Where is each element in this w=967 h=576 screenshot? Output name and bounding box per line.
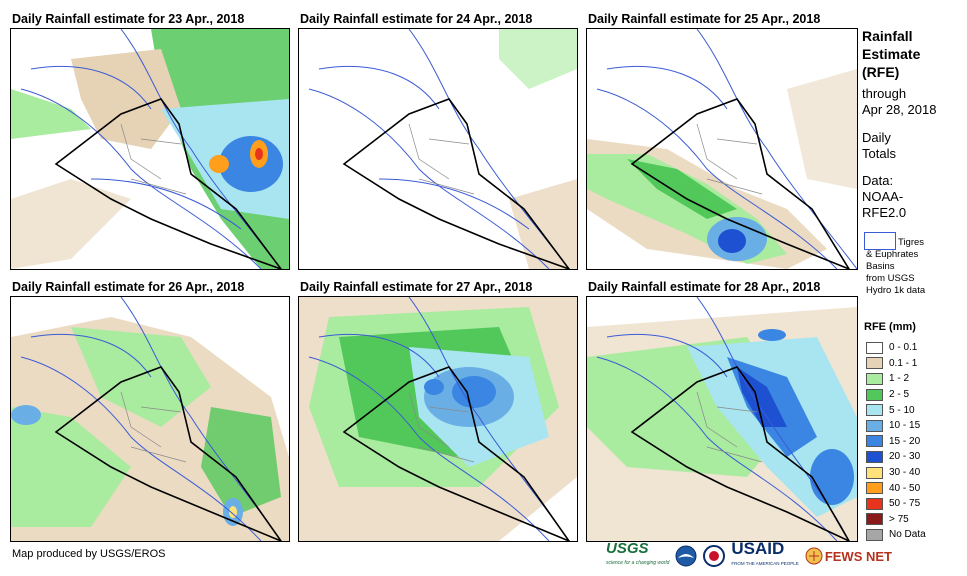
legend-item: 50 - 75 <box>866 496 926 512</box>
rainfall-map-23-apr <box>10 28 290 270</box>
legend-swatch <box>866 450 883 463</box>
rainfall-legend: 0 - 0.1 0.1 - 1 1 - 2 2 - 5 5 - 10 10 - … <box>866 340 926 543</box>
legend-title: RFE (mm) <box>864 321 916 333</box>
basin-swatch <box>864 232 896 250</box>
map-24-apr-svg <box>308 29 577 269</box>
legend-swatch <box>866 435 883 448</box>
basin-line5: Hydro 1k data <box>866 285 926 296</box>
legend-item: 10 - 15 <box>866 418 926 434</box>
sidebar-daily: Daily <box>862 130 891 145</box>
map-27-apr-svg <box>299 297 577 541</box>
usgs-logo: USGS science for a changing world <box>606 540 670 570</box>
legend-swatch <box>866 419 883 432</box>
legend-item: > 75 <box>866 512 926 528</box>
sidebar-title-line3: (RFE) <box>862 64 900 80</box>
legend-item: 1 - 2 <box>866 371 926 387</box>
legend-item: 0.1 - 1 <box>866 356 926 372</box>
basin-line3: Basins <box>866 261 895 272</box>
rainfall-map-26-apr <box>10 296 290 542</box>
usaid-seal-icon <box>703 545 726 567</box>
legend-item: 15 - 20 <box>866 434 926 450</box>
map-28-apr-svg <box>587 297 857 541</box>
panel-title-28-apr: Daily Rainfall estimate for 28 Apr., 201… <box>588 280 821 294</box>
legend-item: 0 - 0.1 <box>866 340 926 356</box>
sidebar-title-line1: Rainfall <box>862 28 913 44</box>
map-25-apr-svg <box>587 29 857 269</box>
fews-net-text: FEWS NET <box>824 548 892 564</box>
usgs-logo-text: USGS <box>606 540 649 557</box>
sidebar-data-source2: RFE2.0 <box>862 205 907 220</box>
legend-swatch <box>866 341 883 354</box>
legend-item: 5 - 10 <box>866 402 926 418</box>
legend-swatch <box>866 482 883 495</box>
map-26-apr-svg <box>11 297 289 541</box>
legend-item: 2 - 5 <box>866 387 926 403</box>
sidebar-through: through <box>862 86 907 101</box>
panel-title-23-apr: Daily Rainfall estimate for 23 Apr., 201… <box>12 12 245 26</box>
legend-label: 0.1 - 1 <box>889 357 918 369</box>
legend-item: No Data <box>866 527 926 543</box>
sidebar-data-source1: NOAA- <box>862 189 904 204</box>
rainfall-map-24-apr <box>298 28 578 270</box>
legend-swatch <box>866 497 883 510</box>
legend-item: 20 - 30 <box>866 449 926 465</box>
legend-item: 40 - 50 <box>866 480 926 496</box>
legend-label: 2 - 5 <box>889 389 910 401</box>
fews-net-logo: FEWS NET <box>805 547 892 565</box>
legend-label: 0 - 0.1 <box>889 342 918 354</box>
basin-line4: from USGS <box>866 273 915 284</box>
legend-label: 40 - 50 <box>889 482 921 494</box>
legend-swatch <box>866 357 883 370</box>
fews-net-icon <box>805 547 823 565</box>
legend-label: 30 - 40 <box>889 467 921 479</box>
legend-swatch <box>866 388 883 401</box>
usaid-logo-tagline: FROM THE AMERICAN PEOPLE <box>731 561 799 566</box>
panel-title-24-apr: Daily Rainfall estimate for 24 Apr., 201… <box>300 12 533 26</box>
logo-strip: USGS science for a changing world USAID … <box>606 539 892 571</box>
basin-line1: Tigres <box>898 237 925 248</box>
legend-label: 15 - 20 <box>889 435 921 447</box>
legend-swatch <box>866 528 883 541</box>
rainfall-map-28-apr <box>586 296 858 542</box>
legend-swatch <box>866 372 883 385</box>
panel-title-26-apr: Daily Rainfall estimate for 26 Apr., 201… <box>12 280 245 294</box>
legend-label: 50 - 75 <box>889 498 921 510</box>
sidebar-date: Apr 28, 2018 <box>862 102 937 117</box>
panel-title-25-apr: Daily Rainfall estimate for 25 Apr., 201… <box>588 12 821 26</box>
map-credit: Map produced by USGS/EROS <box>12 548 166 560</box>
legend-swatch <box>866 466 883 479</box>
sidebar-totals: Totals <box>862 146 896 161</box>
sidebar-title: Rainfall Estimate (RFE) <box>862 27 920 81</box>
panel-title-27-apr: Daily Rainfall estimate for 27 Apr., 201… <box>300 280 533 294</box>
rainfall-map-25-apr <box>586 28 858 270</box>
usaid-logo-text: USAID <box>731 539 785 558</box>
legend-label: 5 - 10 <box>889 404 915 416</box>
legend-label: No Data <box>889 529 926 541</box>
noaa-logo-icon <box>675 545 697 567</box>
usaid-logo: USAID FROM THE AMERICAN PEOPLE <box>731 539 799 571</box>
basin-legend-text: Tigres & Euphrates Basins from USGS Hydr… <box>866 237 925 297</box>
legend-label: 10 - 15 <box>889 420 921 432</box>
usgs-logo-tagline: science for a changing world <box>606 560 670 566</box>
rainfall-map-27-apr <box>298 296 578 542</box>
sidebar-title-line2: Estimate <box>862 46 921 62</box>
basin-line2: & Euphrates <box>866 249 919 260</box>
map-23-apr-svg <box>11 29 289 269</box>
legend-item: 30 - 40 <box>866 465 926 481</box>
legend-label: 1 - 2 <box>889 373 910 385</box>
sidebar-data-label: Data: <box>862 173 894 188</box>
legend-swatch <box>866 513 883 526</box>
legend-label: 20 - 30 <box>889 451 921 463</box>
legend-label: > 75 <box>889 513 909 525</box>
legend-swatch <box>866 404 883 417</box>
